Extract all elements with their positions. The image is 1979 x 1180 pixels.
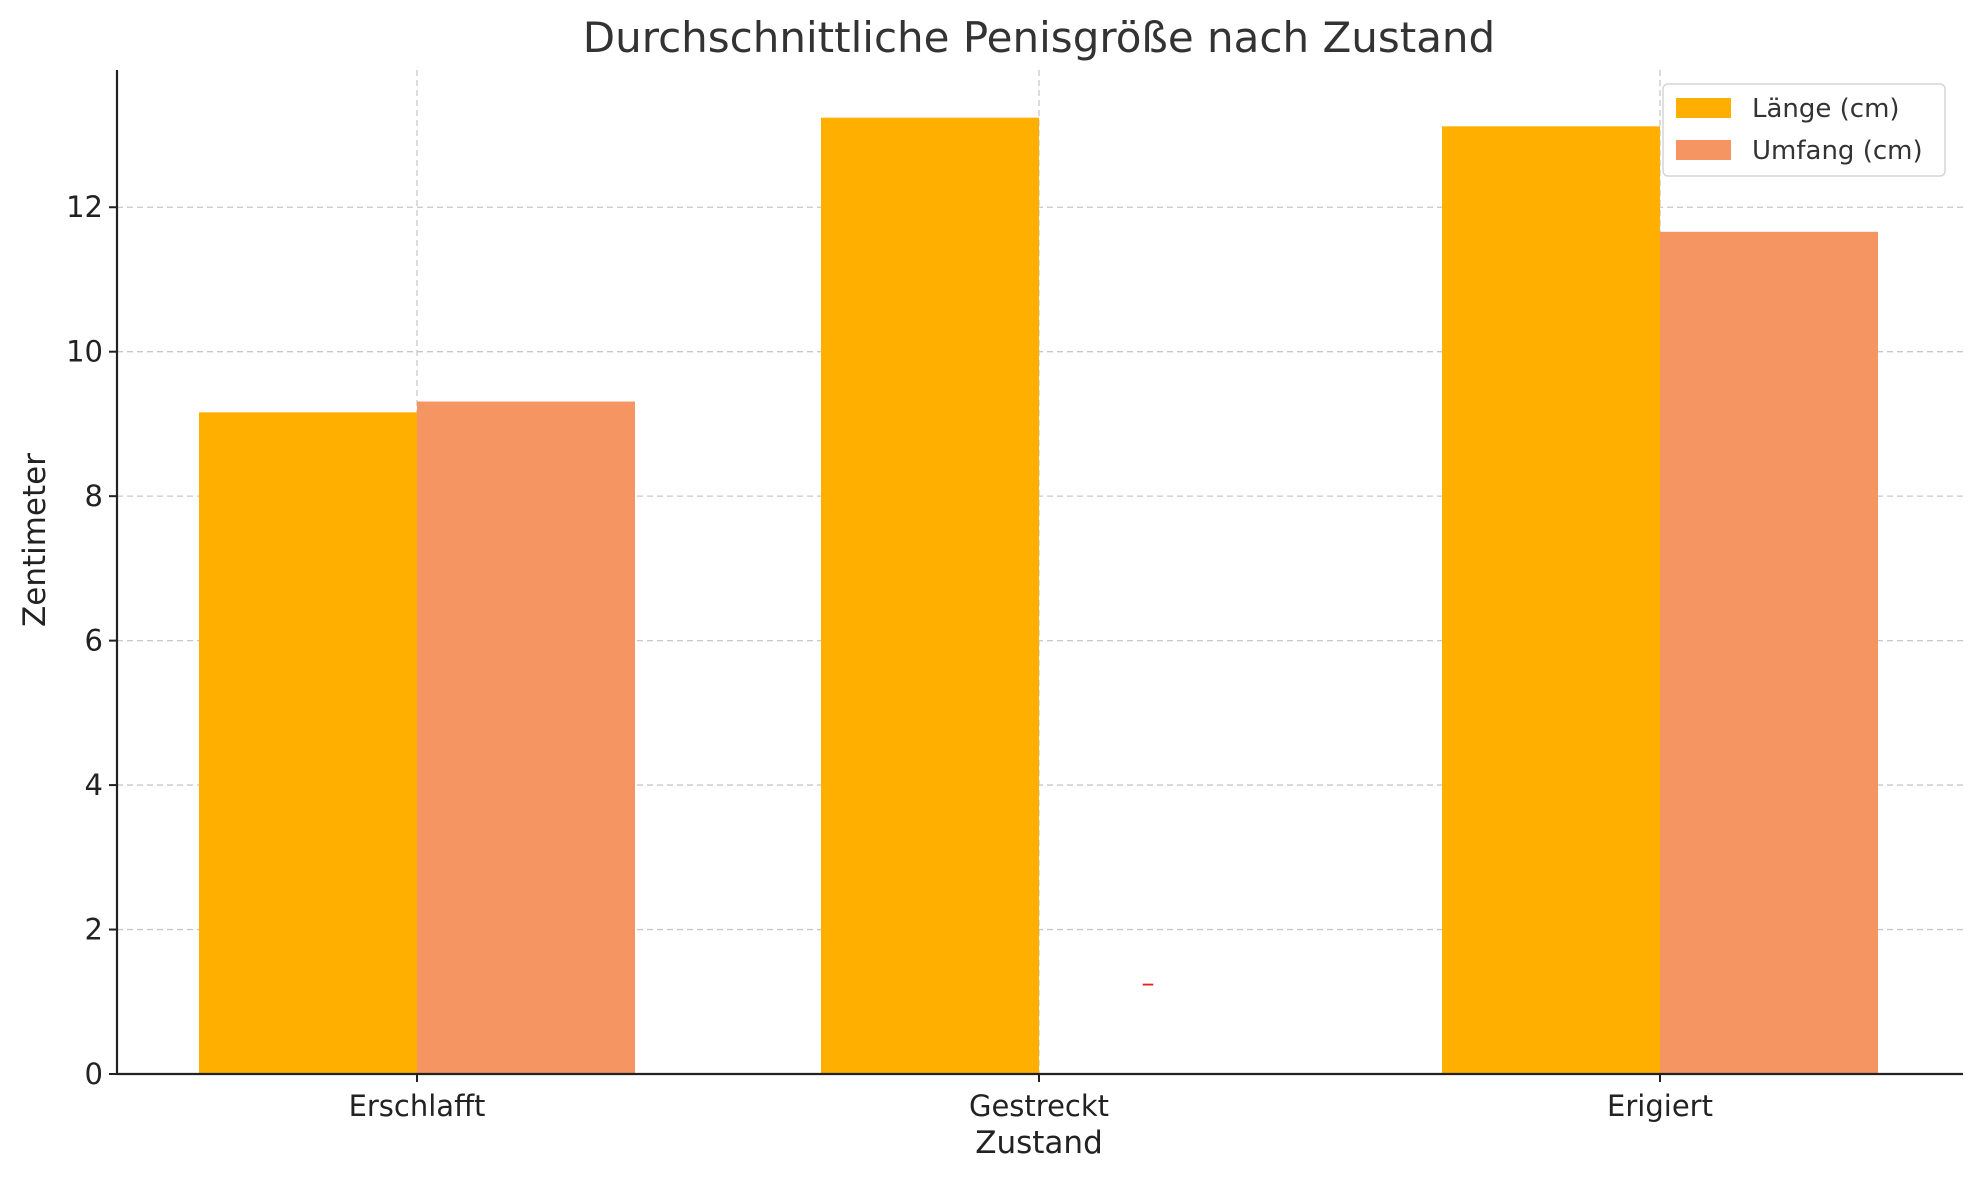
legend: Länge (cm) Umfang (cm) [1662,83,1946,177]
y-tick-label: 6 [85,624,103,658]
legend-frame [1662,83,1946,177]
x-tick-label: Erschlafft [349,1089,486,1123]
x-tick-label: Erigiert [1607,1089,1713,1123]
annotation-layer: – [1142,969,1155,999]
bar-laenge-erigiert [1442,126,1660,1074]
legend-swatch-umfang [1676,140,1731,160]
y-tick-label: 4 [85,768,103,802]
bar-laenge-gestreckt [821,117,1039,1075]
ticks-layer: 0 2 4 6 8 10 12 Erschlafft Gestreckt Erigiert [66,190,1713,1123]
y-tick-label: 0 [85,1057,103,1091]
bar-umfang-erschlafft [417,401,635,1074]
legend-swatch-laenge [1676,98,1731,118]
y-tick-label: 2 [85,913,103,947]
chart-title: Durchschnittliche Penisgröße nach Zustan… [583,13,1495,62]
legend-label-laenge: Länge (cm) [1752,94,1900,124]
annotation-mark: – [1142,969,1155,999]
y-tick-label: 12 [66,190,103,224]
y-tick-label: 10 [66,335,103,369]
bar-laenge-erschlafft [199,412,417,1074]
y-axis-label: Zentimeter [17,453,53,627]
bar-umfang-erigiert [1660,231,1878,1075]
y-tick-label: 8 [85,479,103,513]
x-axis-label: Zustand [975,1125,1103,1161]
legend-label-umfang: Umfang (cm) [1752,136,1923,166]
x-tick-label: Gestreckt [969,1089,1109,1123]
bars-layer [199,117,1878,1075]
